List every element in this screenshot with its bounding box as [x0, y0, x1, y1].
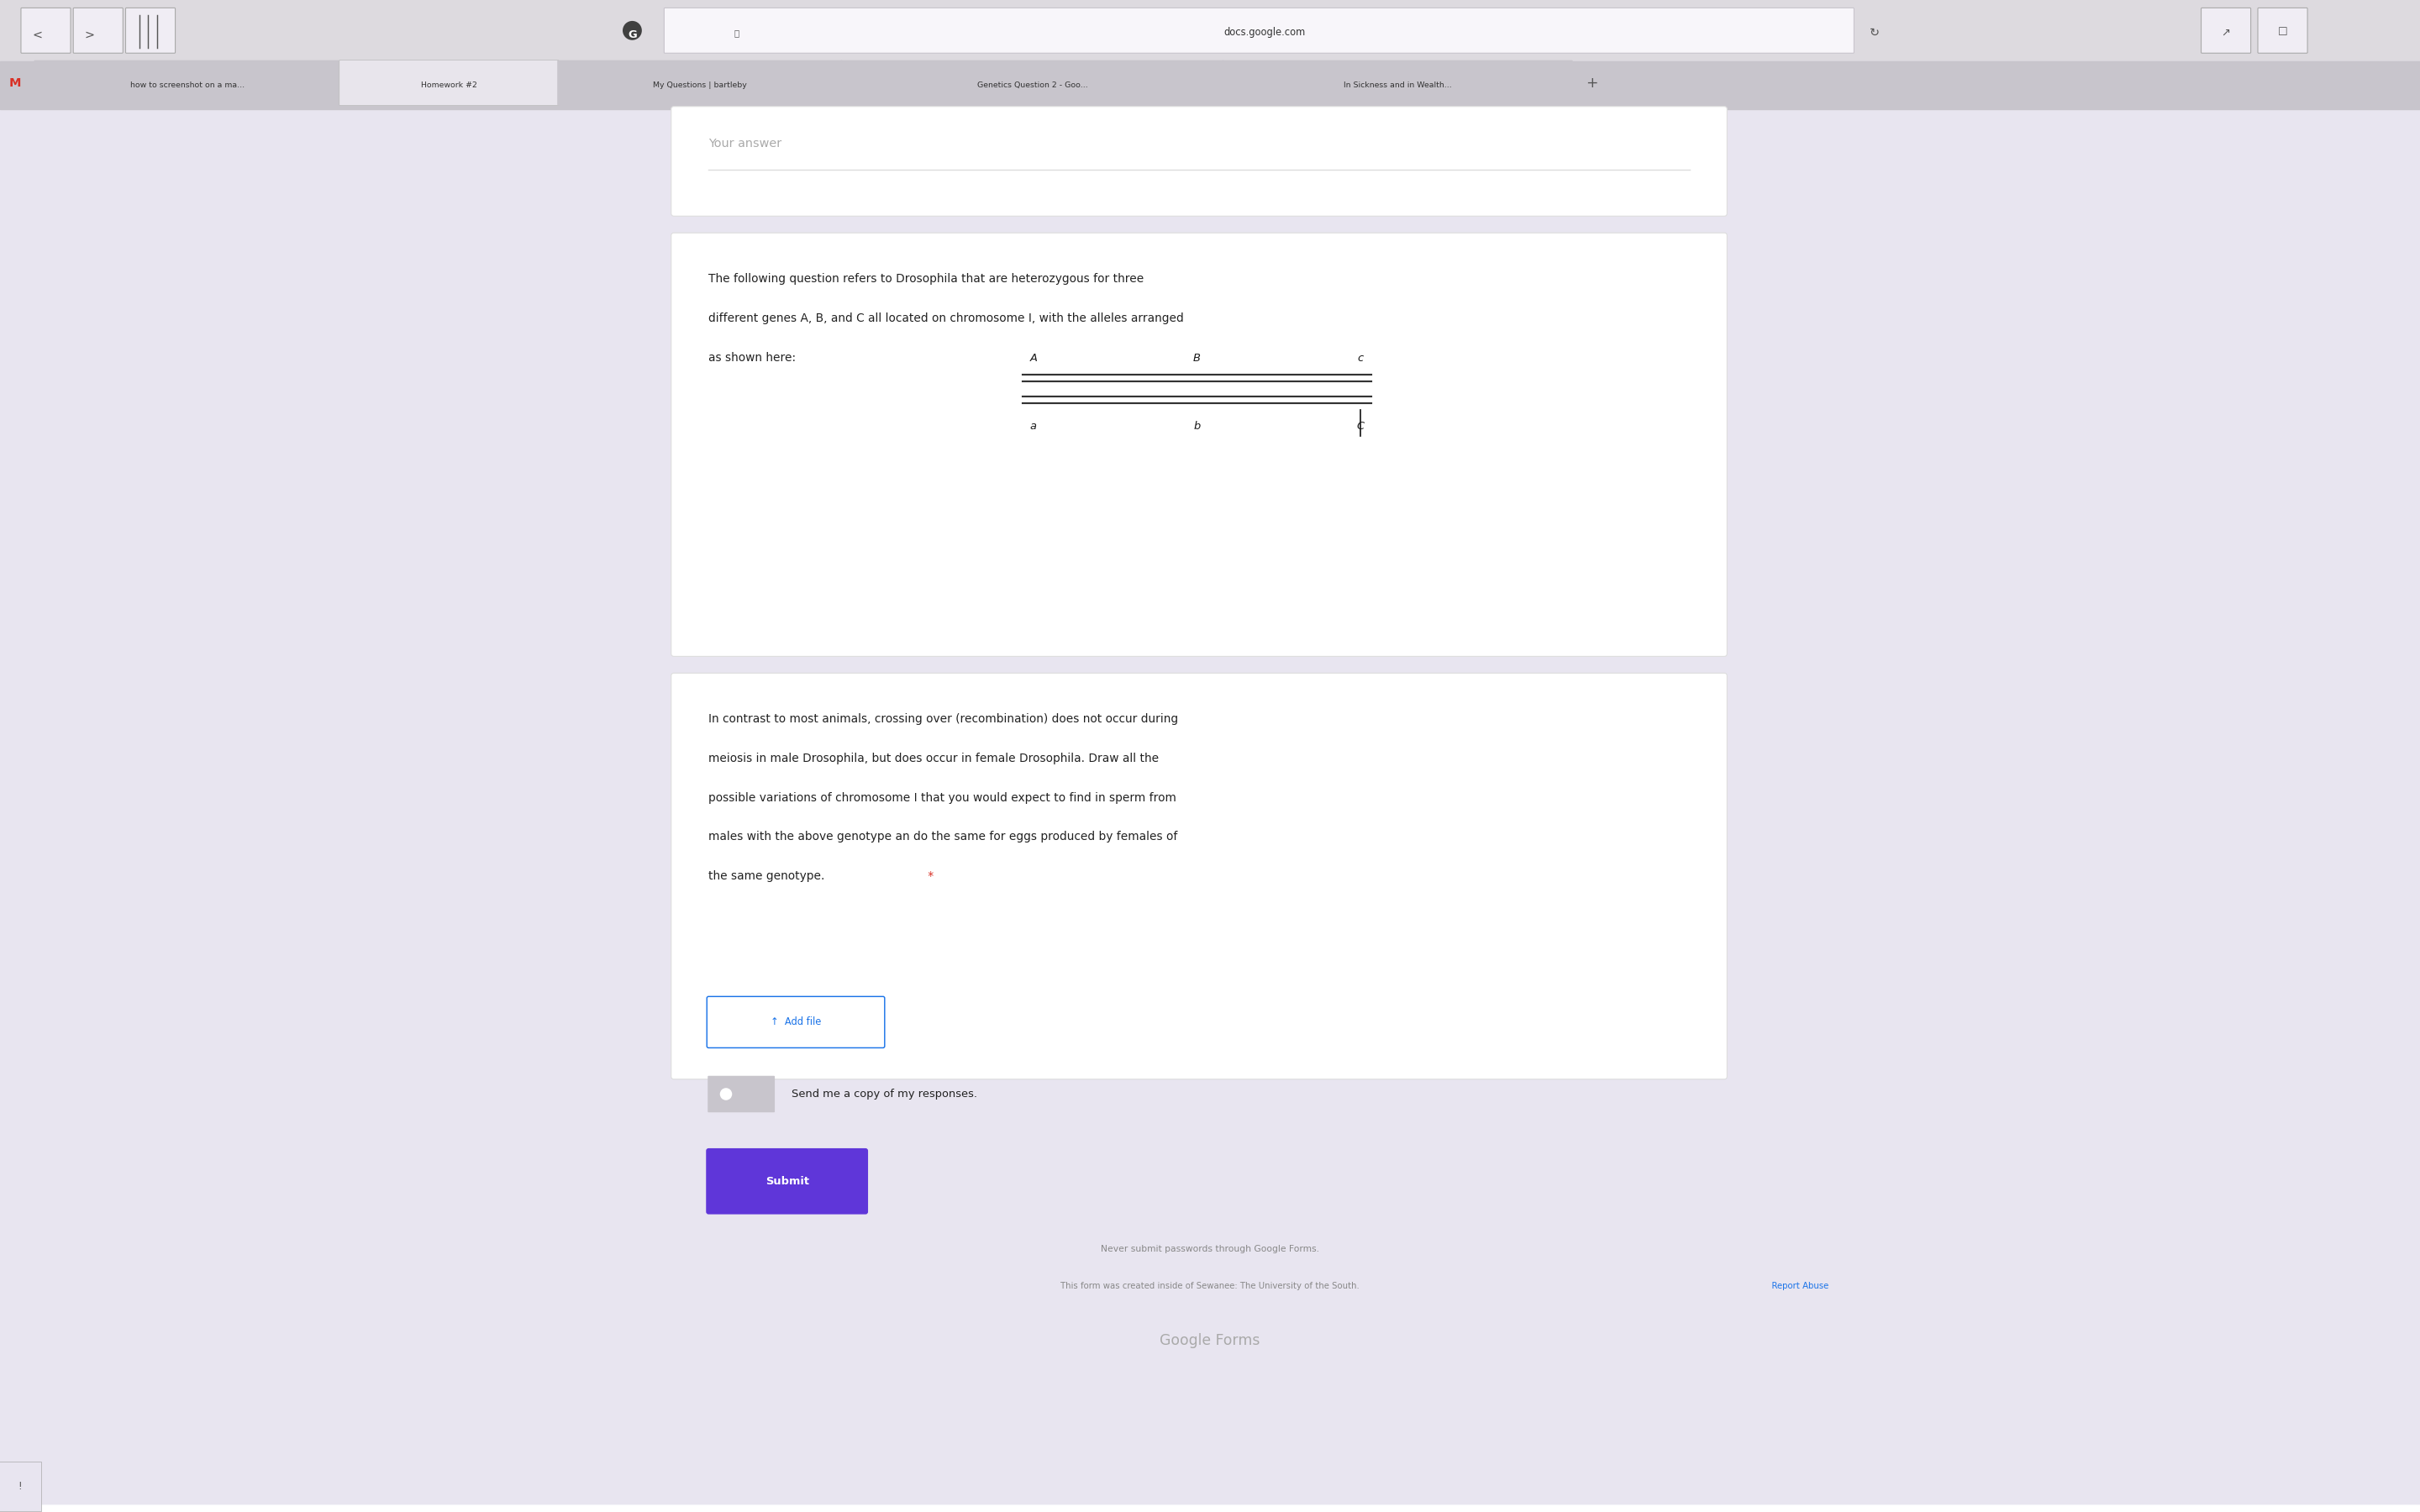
Text: the same genotype.: the same genotype. [709, 871, 825, 881]
Text: C: C [1358, 420, 1365, 431]
Text: Report Abuse: Report Abuse [1767, 1282, 1830, 1290]
Text: males with the above genotype an do the same for eggs produced by females of: males with the above genotype an do the … [709, 832, 1179, 842]
FancyBboxPatch shape [670, 106, 1728, 216]
Text: Homework #2: Homework #2 [421, 82, 477, 89]
Text: docs.google.com: docs.google.com [1225, 27, 1304, 38]
FancyBboxPatch shape [663, 8, 1854, 53]
Text: In contrast to most animals, crossing over (recombination) does not occur during: In contrast to most animals, crossing ov… [709, 714, 1179, 726]
Text: M: M [10, 77, 22, 89]
Text: how to screenshot on a ma...: how to screenshot on a ma... [131, 82, 244, 89]
Circle shape [719, 1089, 733, 1101]
Text: B: B [1193, 352, 1200, 364]
Text: Google Forms: Google Forms [1159, 1332, 1261, 1347]
FancyBboxPatch shape [707, 1077, 774, 1113]
Text: *: * [924, 871, 934, 881]
FancyBboxPatch shape [2202, 8, 2251, 53]
Text: as shown here:: as shown here: [709, 352, 796, 363]
FancyBboxPatch shape [73, 8, 123, 53]
Text: ↗: ↗ [2222, 27, 2231, 38]
Text: c: c [1358, 352, 1362, 364]
Bar [0, 0, 2420, 60]
Circle shape [622, 21, 641, 41]
Text: G: G [627, 29, 636, 41]
FancyBboxPatch shape [2258, 8, 2309, 53]
Text: Submit: Submit [765, 1176, 808, 1187]
FancyBboxPatch shape [34, 60, 341, 106]
Text: ↻: ↻ [1871, 27, 1880, 39]
Text: !: ! [17, 1480, 22, 1492]
FancyBboxPatch shape [1222, 60, 1573, 106]
Text: Genetics Question 2 - Goo...: Genetics Question 2 - Goo... [978, 82, 1087, 89]
Text: My Questions | bartleby: My Questions | bartleby [653, 82, 748, 89]
Text: b: b [1193, 420, 1200, 431]
Text: a: a [1031, 420, 1036, 431]
Text: This form was created inside of Sewanee: The University of the South.: This form was created inside of Sewanee:… [1060, 1282, 1360, 1290]
FancyBboxPatch shape [670, 673, 1728, 1080]
Text: Your answer: Your answer [709, 138, 782, 150]
FancyBboxPatch shape [126, 8, 174, 53]
FancyBboxPatch shape [707, 1148, 869, 1214]
FancyBboxPatch shape [707, 996, 886, 1048]
Text: >: > [85, 29, 94, 41]
FancyBboxPatch shape [22, 8, 70, 53]
Text: The following question refers to Drosophila that are heterozygous for three: The following question refers to Drosoph… [709, 274, 1145, 284]
Text: possible variations of chromosome I that you would expect to find in sperm from: possible variations of chromosome I that… [709, 792, 1176, 803]
Text: Send me a copy of my responses.: Send me a copy of my responses. [791, 1089, 978, 1099]
Text: different genes A, B, and C all located on chromosome I, with the alleles arrang: different genes A, B, and C all located … [709, 313, 1183, 324]
Text: <: < [31, 29, 41, 41]
Text: 🔒: 🔒 [733, 29, 741, 36]
Text: Never submit passwords through Google Forms.: Never submit passwords through Google Fo… [1101, 1244, 1319, 1253]
Text: ☐: ☐ [2277, 27, 2287, 38]
Text: In Sickness and in Wealth...: In Sickness and in Wealth... [1343, 82, 1452, 89]
FancyBboxPatch shape [557, 60, 842, 106]
Text: +: + [1585, 76, 1597, 91]
FancyBboxPatch shape [840, 60, 1225, 106]
FancyBboxPatch shape [670, 233, 1728, 656]
FancyBboxPatch shape [339, 60, 559, 106]
Text: meiosis in male Drosophila, but does occur in female Drosophila. Draw all the: meiosis in male Drosophila, but does occ… [709, 753, 1159, 765]
Text: ↑  Add file: ↑ Add file [770, 1016, 820, 1028]
Text: A: A [1028, 352, 1038, 364]
Bar [0, 60, 2420, 109]
